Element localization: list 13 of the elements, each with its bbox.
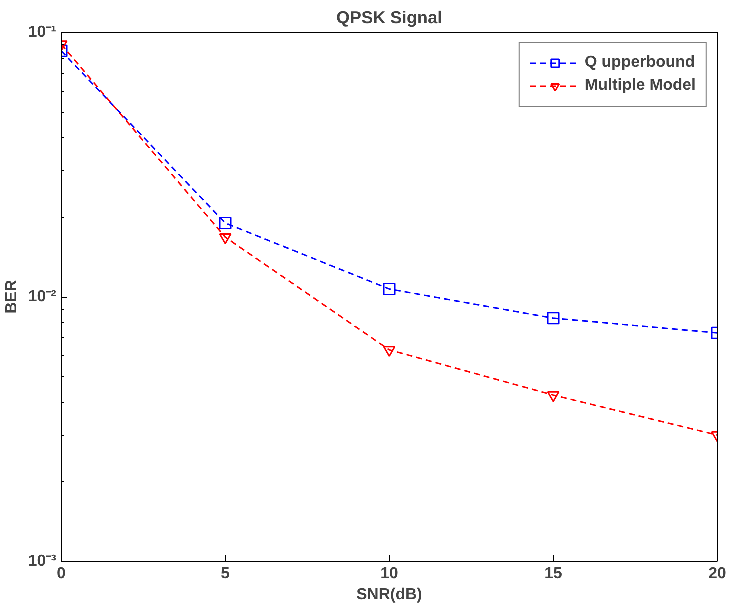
x-tick-label: 15	[544, 566, 562, 582]
legend-label: Q upperbound	[584, 54, 696, 72]
y-axis-title: BER	[3, 280, 20, 314]
chart-title: QPSK Signal	[336, 8, 442, 28]
x-tick-label: 0	[57, 566, 66, 582]
y-tick-label: 10⁻¹	[28, 24, 56, 41]
y-tick-label: 10⁻³	[28, 553, 56, 570]
x-tick-label: 10	[380, 566, 398, 582]
x-tick-label: 20	[708, 566, 726, 582]
y-tick-label: 10⁻²	[28, 288, 56, 306]
legend-label: Multiple Model	[584, 77, 696, 95]
x-axis-title: SNR(dB)	[356, 586, 422, 604]
x-tick-label: 5	[221, 566, 230, 582]
